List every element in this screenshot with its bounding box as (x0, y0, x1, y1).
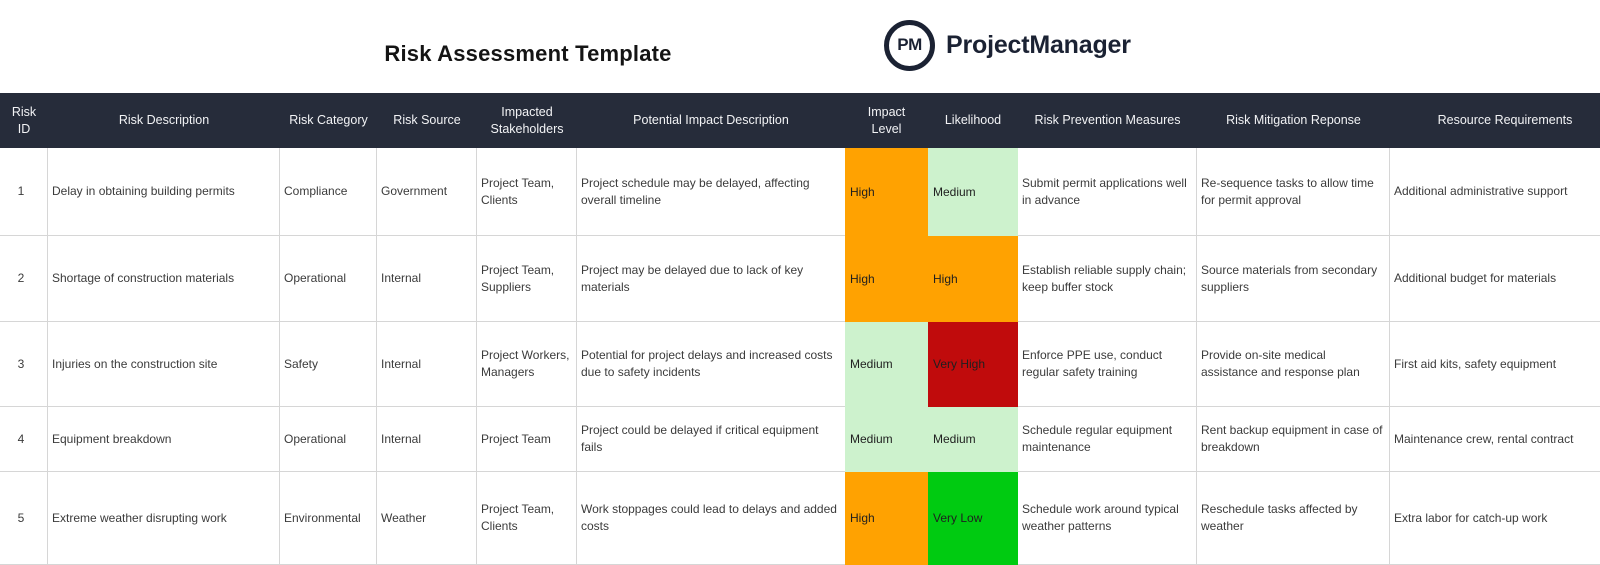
column-header-risk-prevention-measures: Risk Prevention Measures (1018, 93, 1197, 148)
cell-r5-risk-source: Weather (377, 472, 477, 565)
impact-level-cell-r4: Medium (845, 407, 928, 472)
cell-r1-risk-id: 1 (0, 148, 48, 236)
cell-r3-risk-description: Injuries on the construction site (48, 322, 280, 407)
likelihood-cell-r2: High (928, 236, 1018, 322)
column-header-risk-id: Risk ID (0, 93, 48, 148)
impact-level-cell-r1: High (845, 148, 928, 236)
cell-r2-risk-mitigation-reponse: Source materials from secondary supplier… (1197, 236, 1390, 322)
pm-logo-monogram: PM (897, 35, 922, 54)
cell-r2-impacted-stakeholders: Project Team, Suppliers (477, 236, 577, 322)
page-header: Risk Assessment Template PM ProjectManag… (0, 0, 1600, 93)
cell-r3-resource-requirements: First aid kits, safety equipment (1390, 322, 1600, 407)
likelihood-cell-r1: Medium (928, 148, 1018, 236)
column-header-risk-mitigation-reponse: Risk Mitigation Reponse (1197, 93, 1390, 148)
cell-r4-potential-impact-description: Project could be delayed if critical equ… (577, 407, 845, 472)
cell-r4-risk-mitigation-reponse: Rent backup equipment in case of breakdo… (1197, 407, 1390, 472)
page-title: Risk Assessment Template (384, 41, 672, 66)
cell-r2-risk-prevention-measures: Establish reliable supply chain; keep bu… (1018, 236, 1197, 322)
impact-level-cell-r5: High (845, 472, 928, 565)
projectmanager-wordmark: ProjectManager (946, 30, 1131, 59)
cell-r1-risk-category: Compliance (280, 148, 377, 236)
column-header-resource-requirements: Resource Requirements (1390, 93, 1600, 148)
cell-r5-potential-impact-description: Work stoppages could lead to delays and … (577, 472, 845, 565)
likelihood-cell-r3: Very High (928, 322, 1018, 407)
cell-r3-risk-source: Internal (377, 322, 477, 407)
cell-r4-resource-requirements: Maintenance crew, rental contract (1390, 407, 1600, 472)
cell-r5-risk-mitigation-reponse: Reschedule tasks affected by weather (1197, 472, 1390, 565)
cell-r1-resource-requirements: Additional administrative support (1390, 148, 1600, 236)
column-header-potential-impact-description: Potential Impact Description (577, 93, 845, 148)
column-header-risk-category: Risk Category (280, 93, 377, 148)
cell-r1-risk-mitigation-reponse: Re-sequence tasks to allow time for perm… (1197, 148, 1390, 236)
cell-r1-potential-impact-description: Project schedule may be delayed, affecti… (577, 148, 845, 236)
cell-r5-resource-requirements: Extra labor for catch-up work (1390, 472, 1600, 565)
risk-table: Risk ID Risk Description Risk Category Risk… (0, 93, 1600, 565)
column-header-impacted-stakeholders: Impacted Stakeholders (477, 93, 577, 148)
likelihood-cell-r5: Very Low (928, 472, 1018, 565)
cell-r1-risk-prevention-measures: Submit permit applications well in advan… (1018, 148, 1197, 236)
cell-r3-impacted-stakeholders: Project Workers, Managers (477, 322, 577, 407)
cell-r2-risk-description: Shortage of construction materials (48, 236, 280, 322)
column-header-risk-source: Risk Source (377, 93, 477, 148)
cell-r1-risk-source: Government (377, 148, 477, 236)
cell-r4-risk-description: Equipment breakdown (48, 407, 280, 472)
cell-r5-risk-category: Environmental (280, 472, 377, 565)
cell-r3-potential-impact-description: Potential for project delays and increas… (577, 322, 845, 407)
cell-r1-impacted-stakeholders: Project Team, Clients (477, 148, 577, 236)
cell-r2-risk-category: Operational (280, 236, 377, 322)
cell-r4-risk-category: Operational (280, 407, 377, 472)
cell-r3-risk-mitigation-reponse: Provide on-site medical assistance and r… (1197, 322, 1390, 407)
pm-logo-icon: PM (884, 19, 935, 71)
cell-r3-risk-category: Safety (280, 322, 377, 407)
cell-r5-risk-description: Extreme weather disrupting work (48, 472, 280, 565)
impact-level-cell-r3: Medium (845, 322, 928, 407)
column-header-likelihood: Likelihood (928, 93, 1018, 148)
projectmanager-logo: PM ProjectManager (884, 19, 1131, 71)
cell-r1-risk-description: Delay in obtaining building permits (48, 148, 280, 236)
column-header-risk-description: Risk Description (48, 93, 280, 148)
cell-r4-risk-prevention-measures: Schedule regular equipment maintenance (1018, 407, 1197, 472)
cell-r2-potential-impact-description: Project may be delayed due to lack of ke… (577, 236, 845, 322)
cell-r4-risk-id: 4 (0, 407, 48, 472)
cell-r5-risk-id: 5 (0, 472, 48, 565)
cell-r2-resource-requirements: Additional budget for materials (1390, 236, 1600, 322)
cell-r5-risk-prevention-measures: Schedule work around typical weather pat… (1018, 472, 1197, 565)
cell-r4-impacted-stakeholders: Project Team (477, 407, 577, 472)
cell-r2-risk-source: Internal (377, 236, 477, 322)
cell-r2-risk-id: 2 (0, 236, 48, 322)
cell-r3-risk-prevention-measures: Enforce PPE use, conduct regular safety … (1018, 322, 1197, 407)
cell-r5-impacted-stakeholders: Project Team, Clients (477, 472, 577, 565)
column-header-impact-level: Impact Level (845, 93, 928, 148)
cell-r4-risk-source: Internal (377, 407, 477, 472)
cell-r3-risk-id: 3 (0, 322, 48, 407)
impact-level-cell-r2: High (845, 236, 928, 322)
likelihood-cell-r4: Medium (928, 407, 1018, 472)
